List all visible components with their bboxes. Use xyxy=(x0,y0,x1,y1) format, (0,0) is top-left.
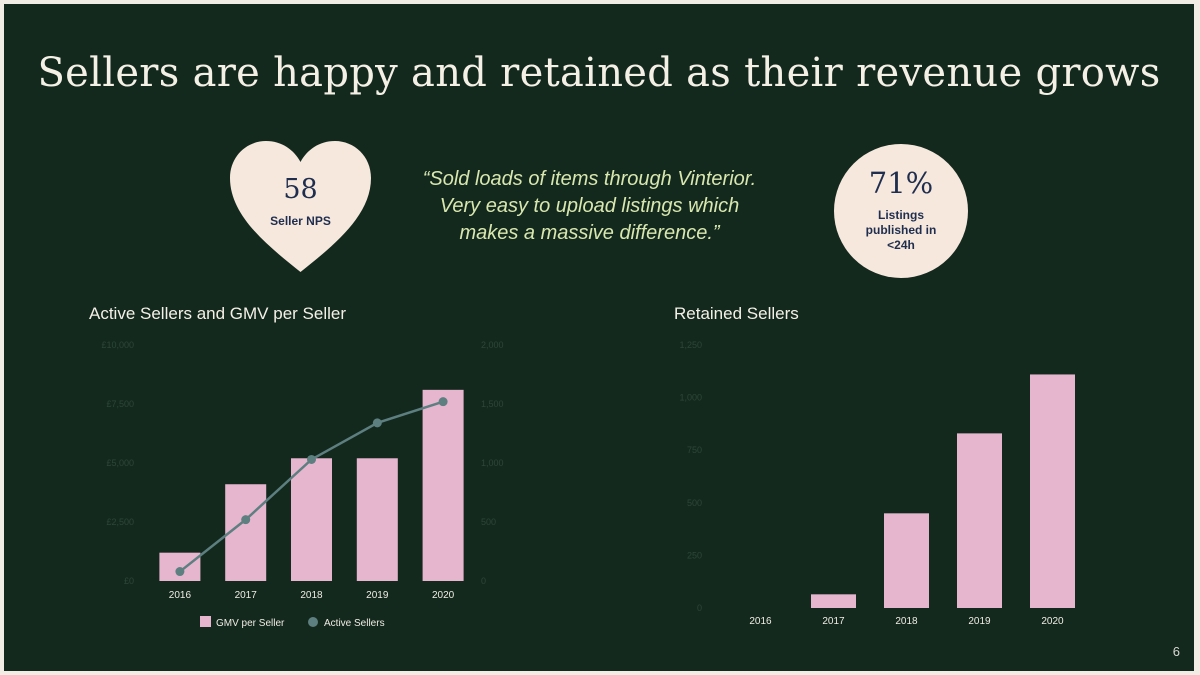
y-tick-label-right: 1,500 xyxy=(481,399,504,409)
x-tick-label: 2016 xyxy=(169,590,192,601)
y-tick-label: 0 xyxy=(697,603,702,613)
y-tick-label-left: £10,000 xyxy=(101,340,134,350)
y-tick-label: 500 xyxy=(687,498,702,508)
legend-label-active-sellers: Active Sellers xyxy=(324,618,385,629)
y-tick-label-left: £0 xyxy=(124,576,134,586)
x-tick-label: 2020 xyxy=(432,590,455,601)
slide: Sellers are happy and retained as their … xyxy=(4,4,1194,671)
bar-gmv-per-seller xyxy=(356,458,398,581)
y-tick-label-left: £5,000 xyxy=(106,458,134,468)
x-tick-label: 2018 xyxy=(895,616,918,627)
point-active-sellers xyxy=(372,418,382,428)
heart-icon xyxy=(230,141,371,272)
bar-retained-sellers xyxy=(957,433,1002,608)
nps-value: 58 xyxy=(283,174,318,205)
page-number: 6 xyxy=(1172,644,1180,659)
x-tick-label: 2019 xyxy=(968,616,991,627)
bar-gmv-per-seller xyxy=(422,389,464,581)
y-tick-label-right: 0 xyxy=(481,576,486,586)
x-tick-label: 2016 xyxy=(749,616,772,627)
legend-swatch-gmv-per-seller xyxy=(200,616,211,627)
y-tick-label: 1,000 xyxy=(679,393,702,403)
x-tick-label: 2017 xyxy=(235,590,258,601)
y-tick-label-right: 2,000 xyxy=(481,340,504,350)
y-tick-label: 250 xyxy=(687,550,702,560)
retained-sellers-chart: 0 250 500 750 1,000 1,250 2016 2017 2018 2019 2020 xyxy=(679,340,1075,627)
heart-shape xyxy=(230,141,371,272)
chart-title-retained-sellers: Retained Sellers xyxy=(674,304,799,323)
legend-swatch-active-sellers xyxy=(308,617,318,627)
listings-badge: 71% Listings published in <24h xyxy=(834,144,968,278)
point-active-sellers xyxy=(307,454,316,464)
slide-title: Sellers are happy and retained as their … xyxy=(37,50,1161,96)
bar-retained-sellers xyxy=(811,594,856,608)
bar-gmv-per-seller xyxy=(291,458,332,581)
y-tick-label: 1,250 xyxy=(679,340,702,350)
bar-gmv-per-seller xyxy=(225,484,267,581)
y-tick-label-right: 500 xyxy=(481,517,496,527)
x-tick-label: 2019 xyxy=(366,590,389,601)
y-tick-label-left: £2,500 xyxy=(106,517,134,527)
chart-title-active-sellers: Active Sellers and GMV per Seller xyxy=(89,304,346,323)
point-active-sellers xyxy=(241,515,251,525)
nps-label: Seller NPS xyxy=(270,214,331,228)
legend-label-gmv-per-seller: GMV per Seller xyxy=(216,618,285,629)
active-sellers-gmv-chart: £0 £2,500 £5,000 £7,500 £10,000 0 500 1,000 1,50… xyxy=(101,340,504,629)
point-active-sellers xyxy=(175,567,185,577)
point-active-sellers xyxy=(438,397,448,407)
listings-value: 71% xyxy=(868,166,934,200)
y-tick-label: 750 xyxy=(687,445,702,455)
x-tick-label: 2020 xyxy=(1041,616,1064,627)
y-tick-label-left: £7,500 xyxy=(106,399,134,409)
seller-quote: “Sold loads of items through Vinterior. … xyxy=(422,168,757,244)
bar-retained-sellers xyxy=(1030,374,1075,608)
listings-label: Listings published in <24h xyxy=(865,208,937,252)
x-tick-label: 2018 xyxy=(300,590,323,601)
nps-heart-badge: 58 Seller NPS xyxy=(228,138,373,274)
bar-gmv-per-seller xyxy=(159,552,201,581)
y-tick-label-right: 1,000 xyxy=(481,458,504,468)
x-tick-label: 2017 xyxy=(822,616,845,627)
bar-retained-sellers xyxy=(884,513,929,608)
